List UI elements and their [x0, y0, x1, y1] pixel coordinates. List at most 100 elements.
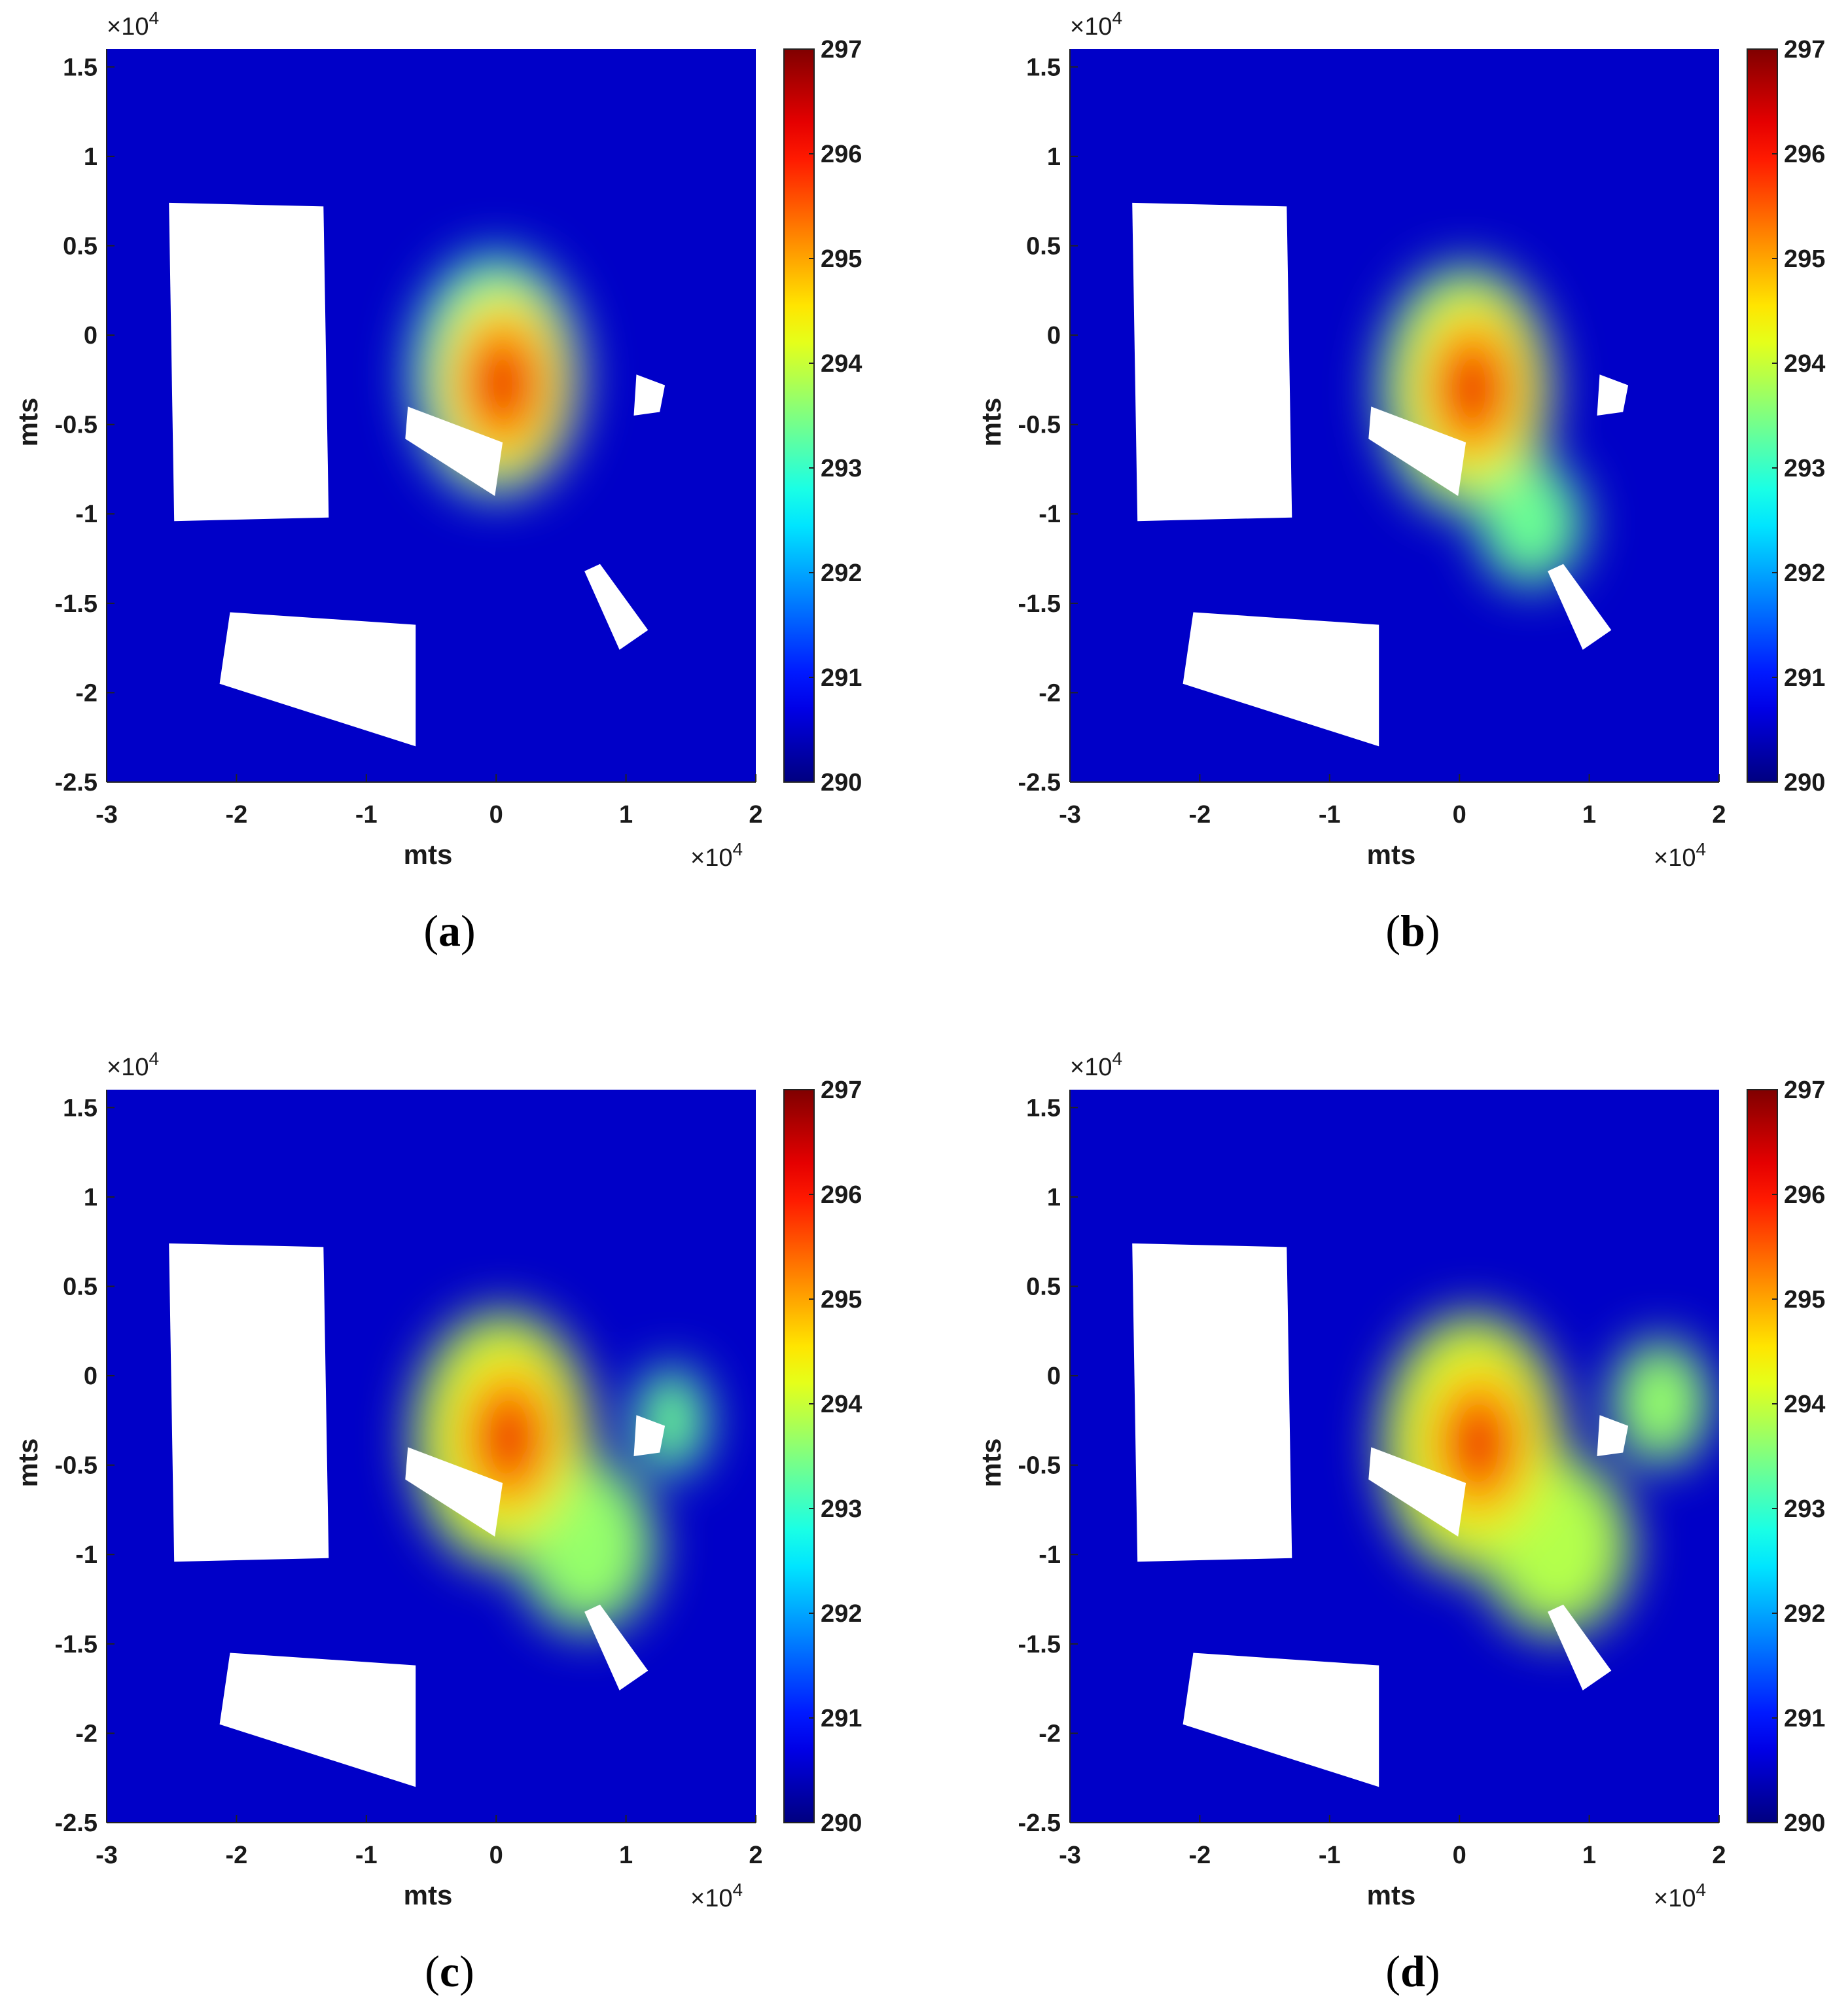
x-tick-label: 2 [749, 1842, 762, 1869]
y-axis-label: mts [976, 1439, 1006, 1488]
panel-caption-letter: d [1400, 1946, 1425, 1996]
x-tick-label: 0 [1453, 801, 1466, 829]
y-tick-label: -2 [75, 679, 98, 707]
x-axis-label: mts [404, 839, 453, 870]
y-tick-label: -2 [1039, 679, 1061, 707]
x-tick-label: -2 [1189, 801, 1211, 829]
panel-caption: (c) [425, 1946, 474, 1996]
y-tick-label: -2 [75, 1720, 98, 1747]
obstacle-1 [169, 1243, 329, 1562]
x-multiplier: ×104 [1654, 839, 1706, 872]
obstacle-1 [1132, 202, 1292, 522]
y-multiplier: ×104 [1070, 1048, 1122, 1081]
colorbar-tick-label: 293 [1784, 1495, 1825, 1523]
colorbar-tick-label: 293 [821, 1495, 862, 1523]
y-tick-label: 1.5 [1026, 54, 1061, 81]
colorbar-tick-label: 295 [821, 245, 862, 273]
heatmap-field [1070, 1090, 1719, 1823]
panel-caption: (b) [1385, 906, 1440, 956]
y-tick-label: -1 [1039, 1541, 1061, 1569]
colorbar-tick-label: 296 [1784, 1181, 1825, 1209]
y-tick-label: -1.5 [1018, 1631, 1061, 1658]
colorbar-tick-label: 293 [821, 455, 862, 482]
y-tick-label: 1.5 [63, 54, 98, 81]
y-tick-label: 1.5 [1026, 1094, 1061, 1122]
y-multiplier: ×104 [107, 1048, 159, 1081]
colorbar-tick-label: 290 [821, 769, 862, 796]
panel-caption-letter: a [438, 906, 461, 956]
y-tick-label: -2.5 [1018, 769, 1061, 796]
colorbar-tick-label: 290 [821, 1810, 862, 1837]
colorbar-tick-label: 292 [821, 1600, 862, 1628]
x-tick-label: 0 [489, 1842, 503, 1869]
x-tick-label: 2 [1712, 1842, 1726, 1869]
colorbar-tick-label: 297 [1784, 36, 1825, 63]
obstacle-4 [1597, 1415, 1629, 1456]
x-tick-label: 2 [1712, 801, 1726, 829]
colorbar-tick-label: 294 [821, 350, 862, 378]
y-multiplier: ×104 [1070, 8, 1122, 41]
x-tick-label: 1 [1582, 1842, 1596, 1869]
heatmap-field [107, 1090, 756, 1823]
x-tick-label: 1 [1582, 801, 1596, 829]
x-tick-label: -3 [96, 1842, 118, 1869]
x-multiplier-exponent: 4 [732, 839, 743, 859]
colorbar-tick-label: 294 [1784, 350, 1825, 378]
x-tick-label: -2 [226, 1842, 248, 1869]
colorbar [783, 1089, 815, 1823]
x-axis-label: mts [1367, 1880, 1416, 1910]
colorbar-tick-label: 295 [821, 1286, 862, 1314]
heatmap-field [107, 49, 756, 782]
obstacle-2 [219, 612, 416, 747]
y-tick-label: 0 [84, 322, 98, 349]
x-tick-label: -3 [1059, 1842, 1081, 1869]
colorbar-tick-label: 296 [821, 141, 862, 168]
y-tick-label: -2.5 [55, 769, 98, 796]
panel-a: -3 -2 -1 0 1 2 1.5 1 0.5 0 -0.5 -1 -1.5 -2 -2.5 mts mts ×… [12, 8, 862, 956]
x-tick-label: 1 [619, 1842, 633, 1869]
y-tick-label: 1 [1047, 1184, 1061, 1211]
obstacle-3 [1368, 1447, 1466, 1537]
x-multiplier-exponent: 4 [1696, 1880, 1706, 1900]
colorbar [783, 48, 815, 783]
obstacle-1 [1132, 1243, 1292, 1562]
colorbar-tick-label: 291 [821, 1705, 862, 1732]
x-tick-label: -1 [1319, 1842, 1341, 1869]
colorbar-tick-label: 294 [821, 1391, 862, 1418]
colorbar-tick-label: 291 [1784, 1705, 1825, 1732]
x-axis-label: mts [404, 1880, 453, 1910]
colorbar-tick-label: 292 [1784, 560, 1825, 587]
panel-caption-letter: b [1400, 906, 1425, 956]
y-tick-label: -1 [75, 1541, 98, 1569]
colorbar-tick-label: 296 [1784, 141, 1825, 168]
colorbar-tick-label: 294 [1784, 1391, 1825, 1418]
y-tick-label: -1 [1039, 501, 1061, 528]
y-tick-label: -0.5 [1018, 412, 1061, 439]
obstacle-5 [584, 1604, 649, 1690]
panel-b: -3 -2 -1 0 1 2 1.5 1 0.5 0 -0.5 -1 -1.5 -2 -2.5 mts mts ×… [976, 8, 1825, 956]
y-multiplier-exponent: 4 [1112, 1048, 1122, 1069]
panel-caption-letter: c [440, 1946, 459, 1996]
x-tick-label: 0 [489, 801, 503, 829]
x-tick-label: -3 [96, 801, 118, 829]
colorbar-tick-label: 297 [821, 1077, 862, 1104]
obstacle-1 [169, 202, 329, 522]
y-multiplier-exponent: 4 [149, 8, 159, 28]
panel-caption: (d) [1385, 1946, 1440, 1996]
obstacle-3 [405, 1447, 503, 1537]
obstacle-5 [1548, 563, 1612, 650]
colorbar-tick-label: 297 [821, 36, 862, 63]
obstacle-4 [633, 1415, 666, 1456]
x-tick-label: 0 [1453, 1842, 1466, 1869]
panel-d: -3 -2 -1 0 1 2 1.5 1 0.5 0 -0.5 -1 -1.5 -2 -2.5 mts mts ×… [976, 1048, 1825, 1996]
x-tick-label: -3 [1059, 801, 1081, 829]
y-tick-label: 1 [84, 143, 98, 171]
y-multiplier-exponent: 4 [1112, 8, 1122, 28]
y-tick-label: -1 [75, 501, 98, 528]
x-tick-label: 1 [619, 801, 633, 829]
colorbar-tick-label: 292 [821, 560, 862, 587]
y-tick-label: 0.5 [63, 1273, 98, 1300]
y-axis-label: mts [12, 398, 43, 447]
obstacle-3 [1368, 406, 1466, 496]
